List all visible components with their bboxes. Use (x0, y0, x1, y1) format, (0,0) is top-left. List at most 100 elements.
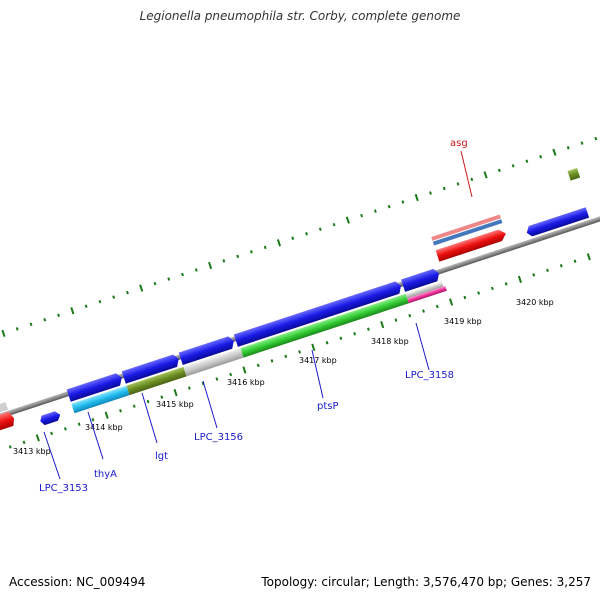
ruler-tick (366, 327, 370, 331)
ruler-tick (160, 395, 164, 399)
gene-label-thya: thyA (94, 469, 117, 480)
gene-label-lpc3156: LPC_3156 (194, 432, 243, 443)
gene-red-edge-left (0, 411, 15, 431)
ruler-tick (422, 309, 425, 313)
ruler-tick (153, 281, 157, 286)
ruler-tick (167, 277, 171, 281)
ruler-tick (318, 227, 322, 231)
ruler-tick (373, 209, 377, 213)
ruler-tick (594, 136, 598, 141)
gene-label-leaders (43, 322, 430, 480)
ruler-tick (353, 331, 357, 336)
gene-blue-2 (121, 354, 179, 384)
ruler-tick (104, 411, 109, 419)
leader-ptsp (311, 349, 324, 399)
ruler-tick (435, 304, 439, 309)
ruler-tick (497, 168, 501, 173)
gene-label-ptsp: ptsP (317, 401, 339, 412)
ruler-tick (463, 295, 467, 300)
ruler-label: 3420 kbp (516, 298, 554, 307)
ruler-tick (43, 318, 47, 322)
ruler-tick (490, 286, 494, 291)
gene-lpc3156 (183, 348, 244, 377)
topology-text: Topology: circular; Length: 3,576,470 bp… (261, 575, 591, 589)
ruler-tick (483, 171, 488, 179)
ruler-label: 3413 kbp (13, 447, 51, 456)
ruler-tick (29, 322, 33, 327)
ruler-tick (311, 343, 316, 351)
gene-lpc3158-gray (405, 281, 444, 299)
ruler-label: 3415 kbp (156, 400, 194, 409)
gene-ptsp (240, 293, 409, 358)
ruler-tick (91, 418, 95, 422)
ruler-tick (325, 341, 329, 345)
ruler-tick (449, 298, 454, 306)
leader-lpc3158 (415, 322, 430, 371)
ruler-tick (256, 363, 260, 368)
ruler-tick (387, 204, 391, 209)
ruler-tick (401, 200, 405, 204)
ruler-tick (429, 191, 432, 195)
gene-blue-3 (178, 336, 234, 365)
ruler-tick (566, 145, 570, 150)
ruler-label: 3419 kbp (444, 317, 482, 326)
ruler-tick (15, 327, 19, 331)
ruler-tick (181, 272, 184, 277)
ruler-tick (276, 239, 282, 247)
gene-lgt (126, 366, 187, 396)
gene-gray-edge-left (0, 402, 9, 414)
ruler-tick (532, 273, 536, 277)
ruler-tick (173, 388, 178, 397)
gene-lpc3158 (407, 286, 447, 304)
ruler-tick (229, 372, 233, 377)
ruler-tick (470, 177, 474, 182)
ruler-tick (187, 386, 191, 390)
gene-label-lgt: lgt (155, 451, 168, 462)
genome-title: Legionella pneumophila str. Corby, compl… (139, 9, 461, 23)
ruler-tick (525, 159, 529, 164)
ruler-tick (70, 307, 75, 315)
ruler-tick (552, 148, 557, 156)
ruler-tick (442, 186, 446, 191)
ruler-tick (194, 268, 198, 272)
gene-blue-5 (401, 268, 440, 292)
ruler-tick (63, 427, 67, 431)
ruler-tick (291, 236, 295, 241)
ruler-tick (139, 284, 144, 292)
ruler-tick (573, 259, 577, 263)
ruler-tick (408, 313, 412, 318)
ruler-tick (57, 313, 60, 318)
ruler-labels: 3413 kbp 3414 kbp 3415 kbp 3416 kbp 3417… (13, 298, 554, 456)
leader-lgt (141, 392, 158, 444)
ruler-tick (380, 321, 385, 329)
ruler-tick (332, 222, 336, 227)
gene-olive-edge-right (567, 167, 581, 181)
gene-blue-right (526, 207, 590, 237)
ruler-tick (345, 216, 350, 224)
ruler-tick (35, 434, 40, 442)
track-frame (0, 136, 600, 449)
leader-thya (87, 411, 104, 460)
ruler-tick (98, 299, 102, 304)
ruler-tick (546, 268, 549, 273)
ruler-tick (270, 359, 274, 363)
ruler-tick (559, 264, 563, 268)
ruler-tick (132, 404, 136, 408)
ruler-tick (539, 155, 543, 159)
ruler-tick (22, 440, 26, 445)
gene-small-blue (40, 411, 61, 426)
ruler-tick (249, 250, 253, 254)
ruler-tick (263, 245, 267, 250)
ruler-tick (77, 422, 81, 427)
gene-label-asg: asg (450, 138, 468, 149)
ruler-tick (126, 290, 129, 295)
leader-lpc3153 (43, 431, 61, 480)
ruler-tick (1, 329, 6, 338)
gene-labels: LPC_3153 thyA lgt LPC_3156 ptsP LPC_3158… (39, 138, 468, 494)
ruler-tick (477, 291, 481, 295)
leader-lpc3156 (202, 380, 218, 429)
gene-label-lpc3153: LPC_3153 (39, 483, 88, 494)
ruler-tick (394, 318, 398, 322)
ruler-tick (8, 445, 12, 449)
